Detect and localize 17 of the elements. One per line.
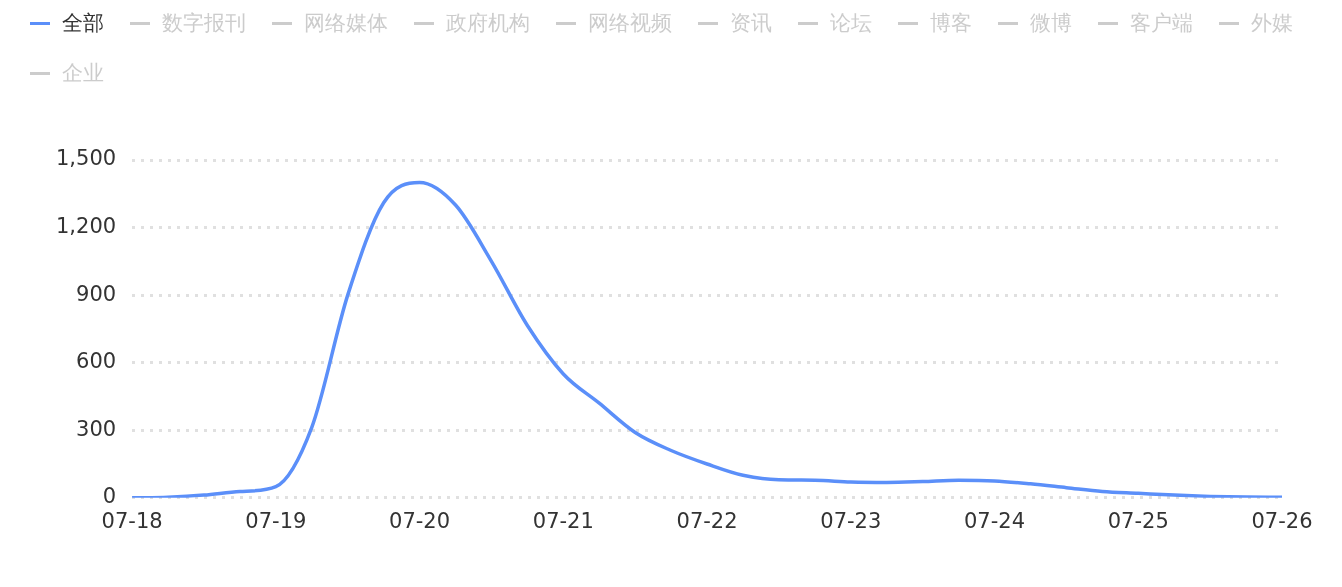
x-tick-label: 07-19 <box>245 508 307 533</box>
x-tick-label: 07-22 <box>676 508 738 533</box>
x-tick-label: 07-20 <box>389 508 451 533</box>
line-series <box>130 180 1284 498</box>
x-tick-label: 07-21 <box>532 508 594 533</box>
legend-label: 全部 <box>62 10 104 37</box>
x-tick-label: 07-26 <box>1251 508 1313 533</box>
y-tick-label: 600 <box>76 349 117 374</box>
y-tick-label: 900 <box>76 281 117 306</box>
x-tick-label: 07-25 <box>1107 508 1169 533</box>
y-tick-label: 0 <box>102 484 117 509</box>
x-tick-label: 07-23 <box>820 508 882 533</box>
x-tick-label: 07-18 <box>101 508 163 533</box>
y-tick-label: 300 <box>76 416 117 441</box>
y-tick-label: 1,500 <box>55 146 117 171</box>
y-tick-label: 1,200 <box>55 214 117 239</box>
x-tick-label: 07-24 <box>964 508 1026 533</box>
